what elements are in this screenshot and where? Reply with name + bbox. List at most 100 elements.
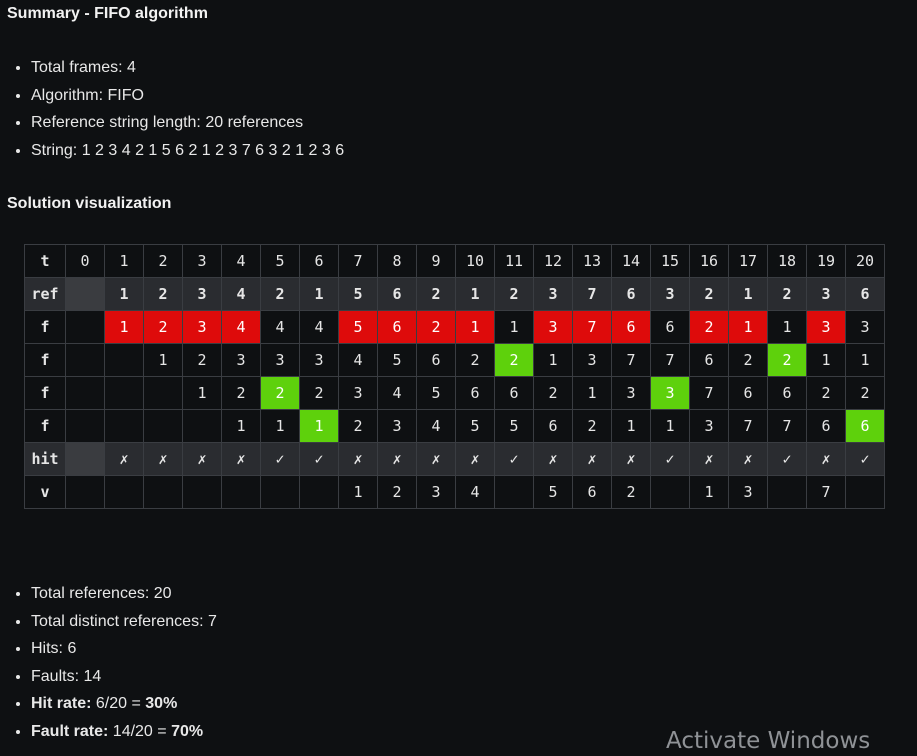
table-cell: 7: [572, 310, 612, 344]
table-cell: 2: [845, 376, 885, 410]
table-cell: 3: [728, 475, 768, 509]
table-cell: 2: [260, 277, 300, 311]
table-cell: 3: [182, 244, 222, 278]
table-cell: 2: [689, 277, 729, 311]
table-cell: 5: [377, 343, 417, 377]
table-cell: [65, 475, 105, 509]
table-cell: 7: [728, 409, 768, 443]
table-cell: ✗: [416, 442, 456, 476]
table-cell: 6: [572, 475, 612, 509]
table-cell: [65, 442, 105, 476]
table-cell: 1: [728, 277, 768, 311]
table-cell: 1: [104, 244, 144, 278]
table-cell: 11: [494, 244, 534, 278]
table-cell: 7: [689, 376, 729, 410]
table-cell: 2: [221, 376, 261, 410]
table-cell: 2: [377, 475, 417, 509]
table-cell: [845, 475, 885, 509]
stats-list: Total references: 20 Total distinct refe…: [12, 580, 217, 746]
table-cell: 6: [767, 376, 807, 410]
table-cell: 3: [299, 343, 339, 377]
hit-rate-value: 30%: [145, 695, 178, 713]
table-cell: [182, 409, 222, 443]
table-cell: 19: [806, 244, 846, 278]
table-cell: 6: [650, 310, 690, 344]
stat-hits: Hits: 6: [31, 635, 217, 663]
table-cell: 1: [728, 310, 768, 344]
table-cell: 1: [611, 409, 651, 443]
table-cell: 3: [221, 343, 261, 377]
table-cell: 2: [416, 310, 456, 344]
stat-hit-rate: Hit rate: 6/20 = 30%: [31, 690, 217, 718]
table-cell: 6: [533, 409, 573, 443]
table-cell: 7: [650, 343, 690, 377]
table-cell: 4: [221, 277, 261, 311]
table-cell: ✓: [494, 442, 534, 476]
summary-string: String: 1 2 3 4 2 1 5 6 2 1 2 3 7 6 3 2 …: [31, 137, 344, 165]
table-cell: 3: [611, 376, 651, 410]
table-cell: 3: [806, 310, 846, 344]
table-cell: ✓: [650, 442, 690, 476]
table-cell: 1: [689, 475, 729, 509]
stat-faults: Faults: 14: [31, 663, 217, 691]
table-cell: 1: [845, 343, 885, 377]
table-cell: 3: [806, 277, 846, 311]
table-cell: [65, 277, 105, 311]
table-cell: 2: [143, 310, 183, 344]
table-cell: [65, 310, 105, 344]
table-cell: ✓: [299, 442, 339, 476]
table-cell: 7: [806, 475, 846, 509]
table-cell: 13: [572, 244, 612, 278]
table-cell: [104, 409, 144, 443]
table-cell: 17: [728, 244, 768, 278]
table-cell: 4: [338, 343, 378, 377]
table-cell: 6: [845, 277, 885, 311]
table-cell: [104, 343, 144, 377]
table-cell: 1: [767, 310, 807, 344]
table-cell: 6: [377, 277, 417, 311]
table-cell: 1: [533, 343, 573, 377]
table-cell: 1: [182, 376, 222, 410]
table-cell: [650, 475, 690, 509]
table-cell: 3: [377, 409, 417, 443]
table-cell: 7: [767, 409, 807, 443]
table-cell: 2: [728, 343, 768, 377]
table-cell: 1: [455, 277, 495, 311]
table-cell: 3: [182, 277, 222, 311]
table-cell: 12: [533, 244, 573, 278]
table-cell: [65, 343, 105, 377]
table-cell: 2: [611, 475, 651, 509]
table-cell: 4: [416, 409, 456, 443]
table-cell: 5: [338, 277, 378, 311]
fifo-table: t 0 1 2 3 4 5 6 7 8 9 10 11 12 13 14 15 16 17 18 19 20 ref 1 2 3…: [24, 244, 885, 509]
table-cell: 2: [260, 376, 300, 410]
table-cell: 1: [650, 409, 690, 443]
table-cell: 0: [65, 244, 105, 278]
fault-rate-value: 70%: [171, 722, 204, 740]
table-cell: 3: [650, 277, 690, 311]
table-cell: [143, 409, 183, 443]
table-cell: 5: [338, 310, 378, 344]
row-label: t: [24, 244, 66, 278]
table-cell: ✗: [728, 442, 768, 476]
table-cell: [221, 475, 261, 509]
table-cell: 20: [845, 244, 885, 278]
table-cell: ✗: [455, 442, 495, 476]
table-cell: [299, 475, 339, 509]
table-cell: ✗: [338, 442, 378, 476]
row-label: f: [24, 376, 66, 410]
hit-rate-expression: 6/20 =: [91, 695, 146, 713]
row-label: v: [24, 475, 66, 509]
table-cell: 2: [533, 376, 573, 410]
table-cell: ✗: [143, 442, 183, 476]
table-cell: [260, 475, 300, 509]
table-cell: 5: [455, 409, 495, 443]
activate-windows-watermark: Activate Windows: [666, 728, 871, 754]
table-cell: 2: [455, 343, 495, 377]
table-cell: 4: [377, 376, 417, 410]
table-cell: 5: [494, 409, 534, 443]
table-cell: [65, 409, 105, 443]
table-cell: 3: [533, 310, 573, 344]
